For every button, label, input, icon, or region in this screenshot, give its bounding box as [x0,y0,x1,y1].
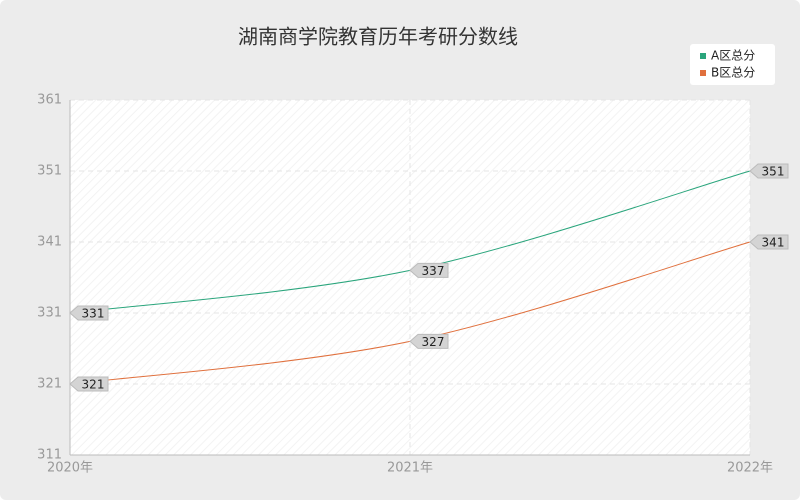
data-label: 351 [762,165,785,179]
data-label: 337 [422,264,445,278]
data-label: 341 [762,236,785,250]
data-label-tag [749,163,789,179]
y-tick-label: 351 [37,164,62,179]
legend-box [690,44,775,85]
data-label-tag [749,234,789,250]
legend-marker [700,70,706,76]
legend-label: A区总分 [711,49,755,63]
data-label-tag [69,376,109,392]
y-tick-label: 311 [37,448,62,463]
data-label-tag [409,262,449,278]
data-label-tag [69,305,109,321]
chart-title: 湖南商学院教育历年考研分数线 [238,25,518,49]
y-tick-label: 321 [37,377,62,392]
x-tick-label: 2021年 [387,461,433,476]
data-label: 327 [422,335,445,349]
y-tick-label: 361 [37,93,62,108]
data-label: 331 [82,307,105,321]
legend-marker [700,53,706,59]
x-tick-label: 2020年 [47,461,93,476]
x-tick-label: 2022年 [727,461,773,476]
y-tick-label: 341 [37,235,62,250]
y-tick-label: 331 [37,306,62,321]
data-label-tag [409,333,449,349]
legend-label: B区总分 [711,66,755,80]
data-label: 321 [82,378,105,392]
